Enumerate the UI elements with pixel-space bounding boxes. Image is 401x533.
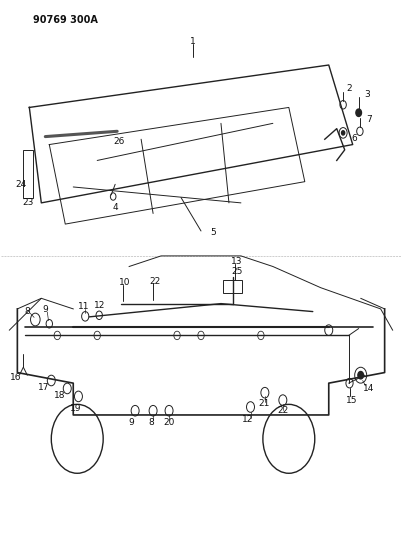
Text: 5: 5	[210, 228, 215, 237]
Text: 8: 8	[24, 307, 30, 316]
Text: 7: 7	[365, 115, 371, 124]
Text: 8: 8	[148, 418, 154, 427]
Text: 12: 12	[242, 415, 253, 424]
Text: 16: 16	[10, 373, 21, 382]
Bar	[223, 280, 241, 293]
Text: 2: 2	[346, 84, 351, 93]
Text: 26: 26	[113, 138, 125, 147]
FancyBboxPatch shape	[23, 150, 33, 198]
Text: 18: 18	[53, 391, 65, 400]
Text: 20: 20	[163, 418, 174, 427]
Text: 19: 19	[69, 404, 81, 413]
Text: 11: 11	[77, 302, 89, 311]
Text: 1: 1	[190, 37, 195, 46]
Text: 25: 25	[231, 268, 242, 276]
Text: 13: 13	[231, 257, 242, 265]
Text: 9: 9	[43, 305, 48, 314]
Text: 6: 6	[351, 134, 356, 143]
Text: 10: 10	[119, 278, 131, 287]
Text: 17: 17	[37, 383, 49, 392]
Text: 12: 12	[93, 301, 105, 310]
Text: 22: 22	[277, 406, 288, 415]
Text: 9: 9	[128, 418, 134, 427]
Text: 15: 15	[345, 395, 357, 405]
Text: 4: 4	[112, 203, 117, 212]
Text: 22: 22	[149, 277, 160, 286]
Text: 3: 3	[363, 90, 369, 99]
Text: 90769 300A: 90769 300A	[33, 14, 98, 25]
Text: 21: 21	[258, 399, 269, 408]
Text: 24: 24	[16, 180, 27, 189]
Circle shape	[341, 131, 344, 135]
Circle shape	[357, 372, 363, 379]
Text: 14: 14	[362, 384, 373, 393]
Circle shape	[355, 109, 360, 116]
Text: 23: 23	[23, 198, 34, 207]
